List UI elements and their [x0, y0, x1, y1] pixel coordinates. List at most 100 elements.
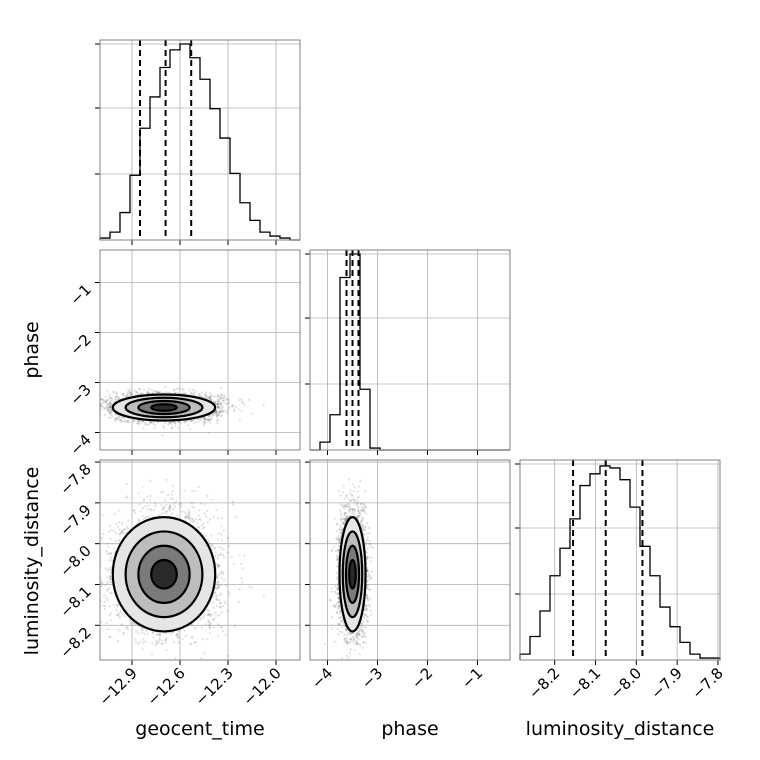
sample-point: [114, 419, 117, 423]
sample-point: [219, 402, 222, 405]
sample-point: [111, 414, 114, 418]
sample-point: [113, 391, 116, 394]
sample-point: [220, 394, 223, 397]
sample-point: [119, 418, 122, 421]
density-contour: [150, 403, 178, 412]
panel-frame: [99, 39, 301, 241]
sample-point: [120, 530, 123, 534]
sample-point: [204, 420, 208, 424]
sample-point: [217, 406, 221, 409]
sample-point: [192, 393, 196, 396]
sample-point: [197, 394, 200, 397]
sample-point: [167, 391, 170, 394]
sample-point: [93, 414, 95, 416]
sample-point: [165, 637, 168, 640]
density-contour: [124, 396, 204, 419]
sample-point: [96, 407, 98, 409]
sample-point: [220, 411, 223, 414]
sample-point: [94, 429, 96, 431]
sample-point: [103, 399, 107, 402]
sample-point: [219, 410, 222, 413]
sample-point: [194, 640, 197, 644]
sample-point: [227, 544, 231, 547]
sample-point: [128, 390, 131, 394]
sample-point: [122, 392, 125, 395]
sample-point: [209, 394, 212, 397]
sample-point: [172, 502, 175, 506]
sample-point: [221, 399, 224, 402]
sample-point: [170, 423, 173, 426]
sample-point: [109, 537, 112, 540]
sample-point: [110, 403, 113, 406]
sample-point: [100, 403, 103, 406]
sample-point: [136, 391, 139, 394]
sample-point: [116, 398, 119, 401]
sample-point: [141, 514, 144, 517]
panel-frame: [99, 249, 301, 451]
sample-point: [112, 390, 115, 393]
sample-point: [216, 403, 220, 406]
sample-point: [105, 401, 108, 404]
x-tick-label: −12.6: [144, 664, 189, 709]
sample-point: [207, 397, 210, 400]
sample-point: [178, 503, 181, 506]
sample-point: [125, 394, 128, 398]
sample-point: [86, 406, 88, 408]
sample-point: [216, 418, 220, 421]
x-tick-label: −12.9: [96, 664, 141, 709]
sample-point: [147, 423, 151, 426]
sample-point: [243, 403, 246, 406]
sample-point: [212, 413, 215, 416]
sample-point: [207, 609, 210, 613]
sample-point: [139, 420, 142, 423]
sample-point: [146, 423, 149, 426]
sample-point: [202, 420, 205, 423]
sample-point: [171, 497, 174, 500]
sample-point: [130, 393, 133, 396]
sample-point: [176, 391, 179, 395]
sample-point: [197, 526, 201, 529]
sample-point: [109, 400, 112, 403]
sample-point: [262, 595, 265, 598]
sample-point: [209, 398, 212, 401]
sample-point: [98, 391, 100, 393]
sample-point: [148, 499, 151, 502]
sample-point: [107, 416, 110, 420]
sample-point: [207, 418, 210, 421]
panel-phase-vs-geocent_time: −4−3−2−1: [66, 249, 301, 459]
sample-point: [96, 603, 98, 605]
sample-point: [217, 405, 220, 409]
sample-point: [173, 422, 176, 425]
y-tick-label: −8.2: [56, 623, 94, 661]
sample-point: [175, 387, 178, 390]
sample-point: [116, 393, 119, 396]
sample-point: [113, 397, 116, 401]
sample-point: [118, 418, 121, 422]
density-contour: [111, 393, 217, 422]
sample-point: [209, 421, 212, 424]
sample-point: [222, 393, 225, 397]
sample-point: [123, 395, 126, 398]
sample-point: [210, 394, 213, 397]
sample-point: [141, 638, 145, 641]
sample-point: [216, 403, 220, 406]
sample-point: [137, 422, 140, 426]
sample-point: [216, 584, 220, 587]
sample-point: [94, 599, 96, 601]
sample-point: [108, 395, 111, 398]
sample-point: [119, 531, 123, 534]
histogram-step: [99, 43, 300, 241]
sample-point: [116, 417, 120, 421]
sample-point: [117, 414, 120, 418]
sample-point: [120, 420, 123, 423]
sample-point: [168, 421, 171, 425]
sample-point: [107, 403, 110, 406]
sample-point: [211, 414, 214, 417]
sample-point: [93, 405, 95, 407]
sample-point: [121, 393, 125, 396]
x-tick-label: −12.3: [192, 664, 237, 709]
y-tick-label: −8.0: [56, 542, 94, 580]
sample-point: [136, 419, 140, 422]
sample-point: [92, 404, 94, 406]
sample-point: [170, 426, 174, 430]
